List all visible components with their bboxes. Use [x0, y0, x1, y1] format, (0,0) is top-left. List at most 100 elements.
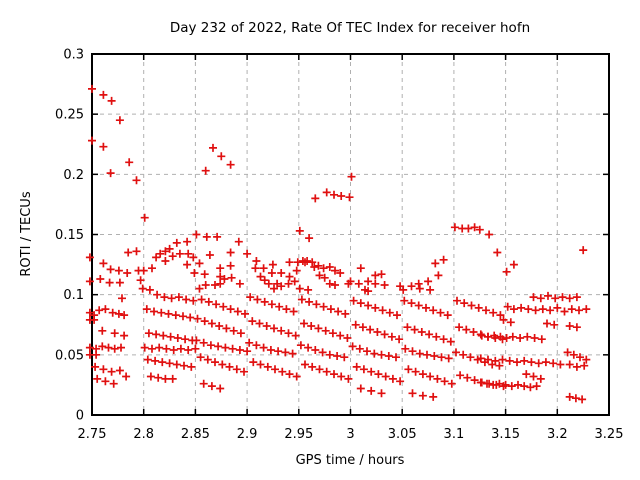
data-point-marker — [579, 246, 588, 255]
data-point-marker — [140, 343, 149, 352]
data-point-marker — [490, 331, 499, 340]
data-point-marker — [307, 322, 316, 330]
data-point-marker — [200, 317, 209, 326]
data-point-marker — [246, 293, 255, 302]
y-axis-label: ROTI / TECUs — [19, 191, 34, 276]
y-tick-label: 0.05 — [55, 348, 84, 363]
data-point-marker — [285, 272, 294, 281]
data-point-marker — [536, 374, 545, 383]
x-tick-label: 3.2 — [547, 427, 568, 442]
data-point-marker — [300, 319, 308, 328]
data-point-marker — [202, 232, 211, 241]
data-point-marker — [252, 257, 261, 265]
data-point-marker — [174, 293, 183, 302]
data-point-marker — [466, 353, 475, 362]
data-point-marker — [393, 311, 401, 320]
data-point-marker — [292, 372, 301, 381]
data-point-marker — [145, 285, 154, 294]
data-point-marker — [158, 358, 167, 367]
data-point-marker — [262, 322, 271, 330]
data-point-marker — [267, 300, 276, 309]
data-point-marker — [219, 302, 228, 311]
data-point-marker — [509, 260, 518, 269]
data-point-marker — [203, 355, 212, 364]
data-point-marker — [161, 374, 170, 383]
data-point-marker — [576, 353, 584, 362]
data-point-marker — [109, 379, 118, 388]
x-tick-label: 2.9 — [237, 427, 258, 442]
data-point-marker — [314, 324, 323, 333]
data-point-marker — [155, 343, 164, 352]
data-point-marker — [328, 329, 337, 338]
data-point-marker — [344, 374, 353, 383]
data-point-marker — [399, 285, 408, 294]
data-point-marker — [565, 294, 574, 303]
data-point-marker — [193, 314, 202, 323]
data-point-marker — [506, 318, 515, 327]
data-point-marker — [396, 377, 405, 386]
data-point-marker — [106, 169, 115, 178]
data-point-marker — [183, 237, 192, 246]
data-point-marker — [534, 359, 543, 368]
data-point-marker — [314, 261, 323, 270]
data-point-marker — [537, 335, 546, 344]
data-point-marker — [167, 294, 176, 303]
data-point-marker — [172, 238, 181, 247]
data-point-marker — [221, 343, 230, 352]
data-point-marker — [381, 372, 390, 381]
data-point-marker — [216, 264, 225, 273]
data-point-marker — [400, 296, 409, 305]
data-point-marker — [455, 323, 464, 332]
data-point-marker — [171, 311, 180, 320]
data-point-marker — [153, 290, 162, 299]
data-point-marker — [384, 352, 393, 360]
data-point-marker — [240, 367, 248, 376]
data-point-marker — [543, 319, 551, 328]
data-point-marker — [263, 362, 272, 371]
data-point-marker — [377, 270, 386, 279]
data-point-marker — [152, 253, 161, 262]
data-point-marker — [175, 249, 184, 258]
data-point-marker — [164, 309, 173, 318]
data-point-marker — [349, 296, 358, 305]
data-point-marker — [513, 358, 521, 367]
data-point-marker — [277, 269, 286, 277]
data-point-marker — [195, 259, 204, 268]
data-point-marker — [485, 230, 494, 239]
data-point-marker — [373, 328, 382, 336]
data-point-marker — [139, 266, 148, 275]
data-point-marker — [325, 350, 334, 359]
data-point-marker — [470, 223, 479, 232]
x-tick-label: 2.95 — [284, 427, 313, 442]
data-point-marker — [284, 329, 293, 338]
data-point-marker — [115, 116, 124, 125]
data-point-marker — [403, 323, 412, 332]
y-tick-label: 0.2 — [63, 168, 84, 183]
data-point-marker — [225, 362, 234, 371]
x-tick-label: 2.85 — [181, 427, 210, 442]
data-point-marker — [550, 320, 559, 329]
data-point-marker — [218, 360, 227, 369]
data-point-marker — [310, 263, 319, 271]
data-point-marker — [132, 247, 141, 256]
data-point-marker — [213, 232, 222, 241]
data-point-marker — [410, 325, 419, 334]
data-point-marker — [143, 355, 152, 364]
data-point-marker — [184, 346, 193, 354]
data-point-marker — [285, 370, 294, 379]
data-point-marker — [491, 356, 500, 365]
data-point-marker — [516, 334, 525, 342]
data-point-marker — [288, 349, 297, 358]
data-point-marker — [524, 305, 533, 314]
data-point-marker — [505, 356, 514, 365]
data-point-marker — [356, 264, 365, 273]
data-point-marker — [114, 309, 123, 318]
data-point-marker — [235, 279, 244, 288]
data-point-marker — [292, 266, 301, 275]
data-point-marker — [192, 336, 201, 345]
data-point-marker — [364, 301, 373, 310]
data-point-marker — [431, 259, 440, 268]
data-point-marker — [340, 353, 349, 362]
data-point-marker — [463, 373, 472, 382]
